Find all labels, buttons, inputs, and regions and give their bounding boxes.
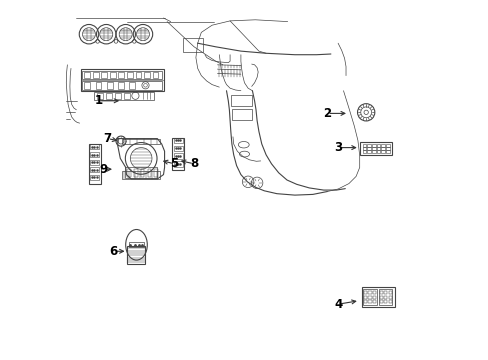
Bar bbox=[127, 246, 145, 264]
Bar bbox=[118, 82, 123, 89]
Bar bbox=[95, 82, 101, 89]
Bar bbox=[372, 291, 375, 294]
Bar bbox=[385, 144, 389, 147]
Bar bbox=[127, 72, 133, 78]
Bar bbox=[94, 92, 154, 100]
Bar bbox=[127, 169, 130, 177]
Text: 4: 4 bbox=[333, 298, 342, 311]
Bar bbox=[135, 72, 141, 78]
Bar bbox=[379, 291, 382, 294]
Bar bbox=[387, 300, 391, 303]
Bar bbox=[128, 242, 144, 247]
Bar bbox=[129, 82, 135, 89]
Bar bbox=[174, 138, 183, 143]
Bar bbox=[90, 167, 99, 172]
Bar bbox=[387, 296, 391, 299]
Bar bbox=[122, 171, 160, 179]
Bar bbox=[384, 291, 386, 294]
Bar bbox=[384, 300, 386, 303]
Bar bbox=[172, 138, 184, 170]
Bar bbox=[372, 296, 375, 299]
Bar bbox=[84, 82, 90, 89]
Bar bbox=[89, 144, 101, 184]
Bar bbox=[90, 144, 99, 149]
Bar bbox=[366, 144, 370, 147]
Bar bbox=[362, 147, 366, 150]
Bar bbox=[81, 69, 164, 91]
Bar bbox=[387, 291, 391, 294]
Bar bbox=[90, 160, 99, 165]
Text: 9: 9 bbox=[99, 163, 107, 176]
Bar bbox=[363, 300, 366, 303]
Text: 1: 1 bbox=[95, 94, 102, 107]
Bar bbox=[371, 147, 375, 150]
Bar bbox=[118, 72, 124, 78]
Bar bbox=[106, 93, 111, 99]
Bar bbox=[122, 139, 160, 144]
Bar bbox=[367, 300, 371, 303]
Bar bbox=[144, 72, 150, 78]
Bar bbox=[82, 81, 162, 90]
Text: 2: 2 bbox=[323, 107, 331, 120]
Bar bbox=[359, 142, 391, 155]
Bar bbox=[174, 153, 183, 159]
Text: 5: 5 bbox=[170, 157, 178, 170]
Bar bbox=[385, 150, 389, 153]
Bar bbox=[134, 169, 137, 177]
Bar bbox=[381, 144, 384, 147]
Bar bbox=[174, 161, 183, 167]
Bar bbox=[376, 150, 380, 153]
Bar bbox=[110, 72, 116, 78]
Bar bbox=[147, 169, 151, 177]
Bar bbox=[361, 287, 394, 307]
Bar bbox=[378, 289, 392, 305]
Bar bbox=[154, 169, 158, 177]
Text: 6: 6 bbox=[109, 245, 118, 258]
Bar bbox=[101, 72, 107, 78]
Bar bbox=[379, 296, 382, 299]
Bar bbox=[123, 93, 129, 99]
Bar bbox=[385, 147, 389, 150]
Bar bbox=[90, 175, 99, 180]
Bar bbox=[362, 150, 366, 153]
Bar bbox=[97, 93, 102, 99]
Bar bbox=[362, 144, 366, 147]
Text: 7: 7 bbox=[103, 132, 112, 145]
Bar bbox=[82, 71, 162, 79]
Bar bbox=[141, 169, 144, 177]
Bar bbox=[93, 72, 99, 78]
Bar bbox=[381, 150, 384, 153]
Bar bbox=[115, 93, 121, 99]
Bar bbox=[372, 300, 375, 303]
Bar bbox=[371, 144, 375, 147]
Bar bbox=[230, 95, 252, 106]
Bar bbox=[363, 291, 366, 294]
Bar bbox=[231, 109, 251, 120]
Bar bbox=[384, 296, 386, 299]
Bar bbox=[174, 146, 183, 151]
Bar bbox=[183, 38, 203, 52]
Bar bbox=[84, 72, 90, 78]
Bar bbox=[366, 147, 370, 150]
Bar bbox=[90, 152, 99, 157]
Text: 8: 8 bbox=[189, 157, 198, 170]
Text: 3: 3 bbox=[333, 141, 342, 154]
Bar bbox=[381, 147, 384, 150]
Bar bbox=[379, 300, 382, 303]
Bar bbox=[152, 72, 158, 78]
Bar bbox=[125, 167, 157, 178]
Bar bbox=[376, 144, 380, 147]
Bar bbox=[363, 296, 366, 299]
Bar bbox=[371, 150, 375, 153]
Bar bbox=[366, 150, 370, 153]
Bar bbox=[376, 147, 380, 150]
Bar bbox=[362, 289, 376, 305]
Bar bbox=[367, 291, 371, 294]
Bar bbox=[367, 296, 371, 299]
Bar bbox=[106, 82, 112, 89]
